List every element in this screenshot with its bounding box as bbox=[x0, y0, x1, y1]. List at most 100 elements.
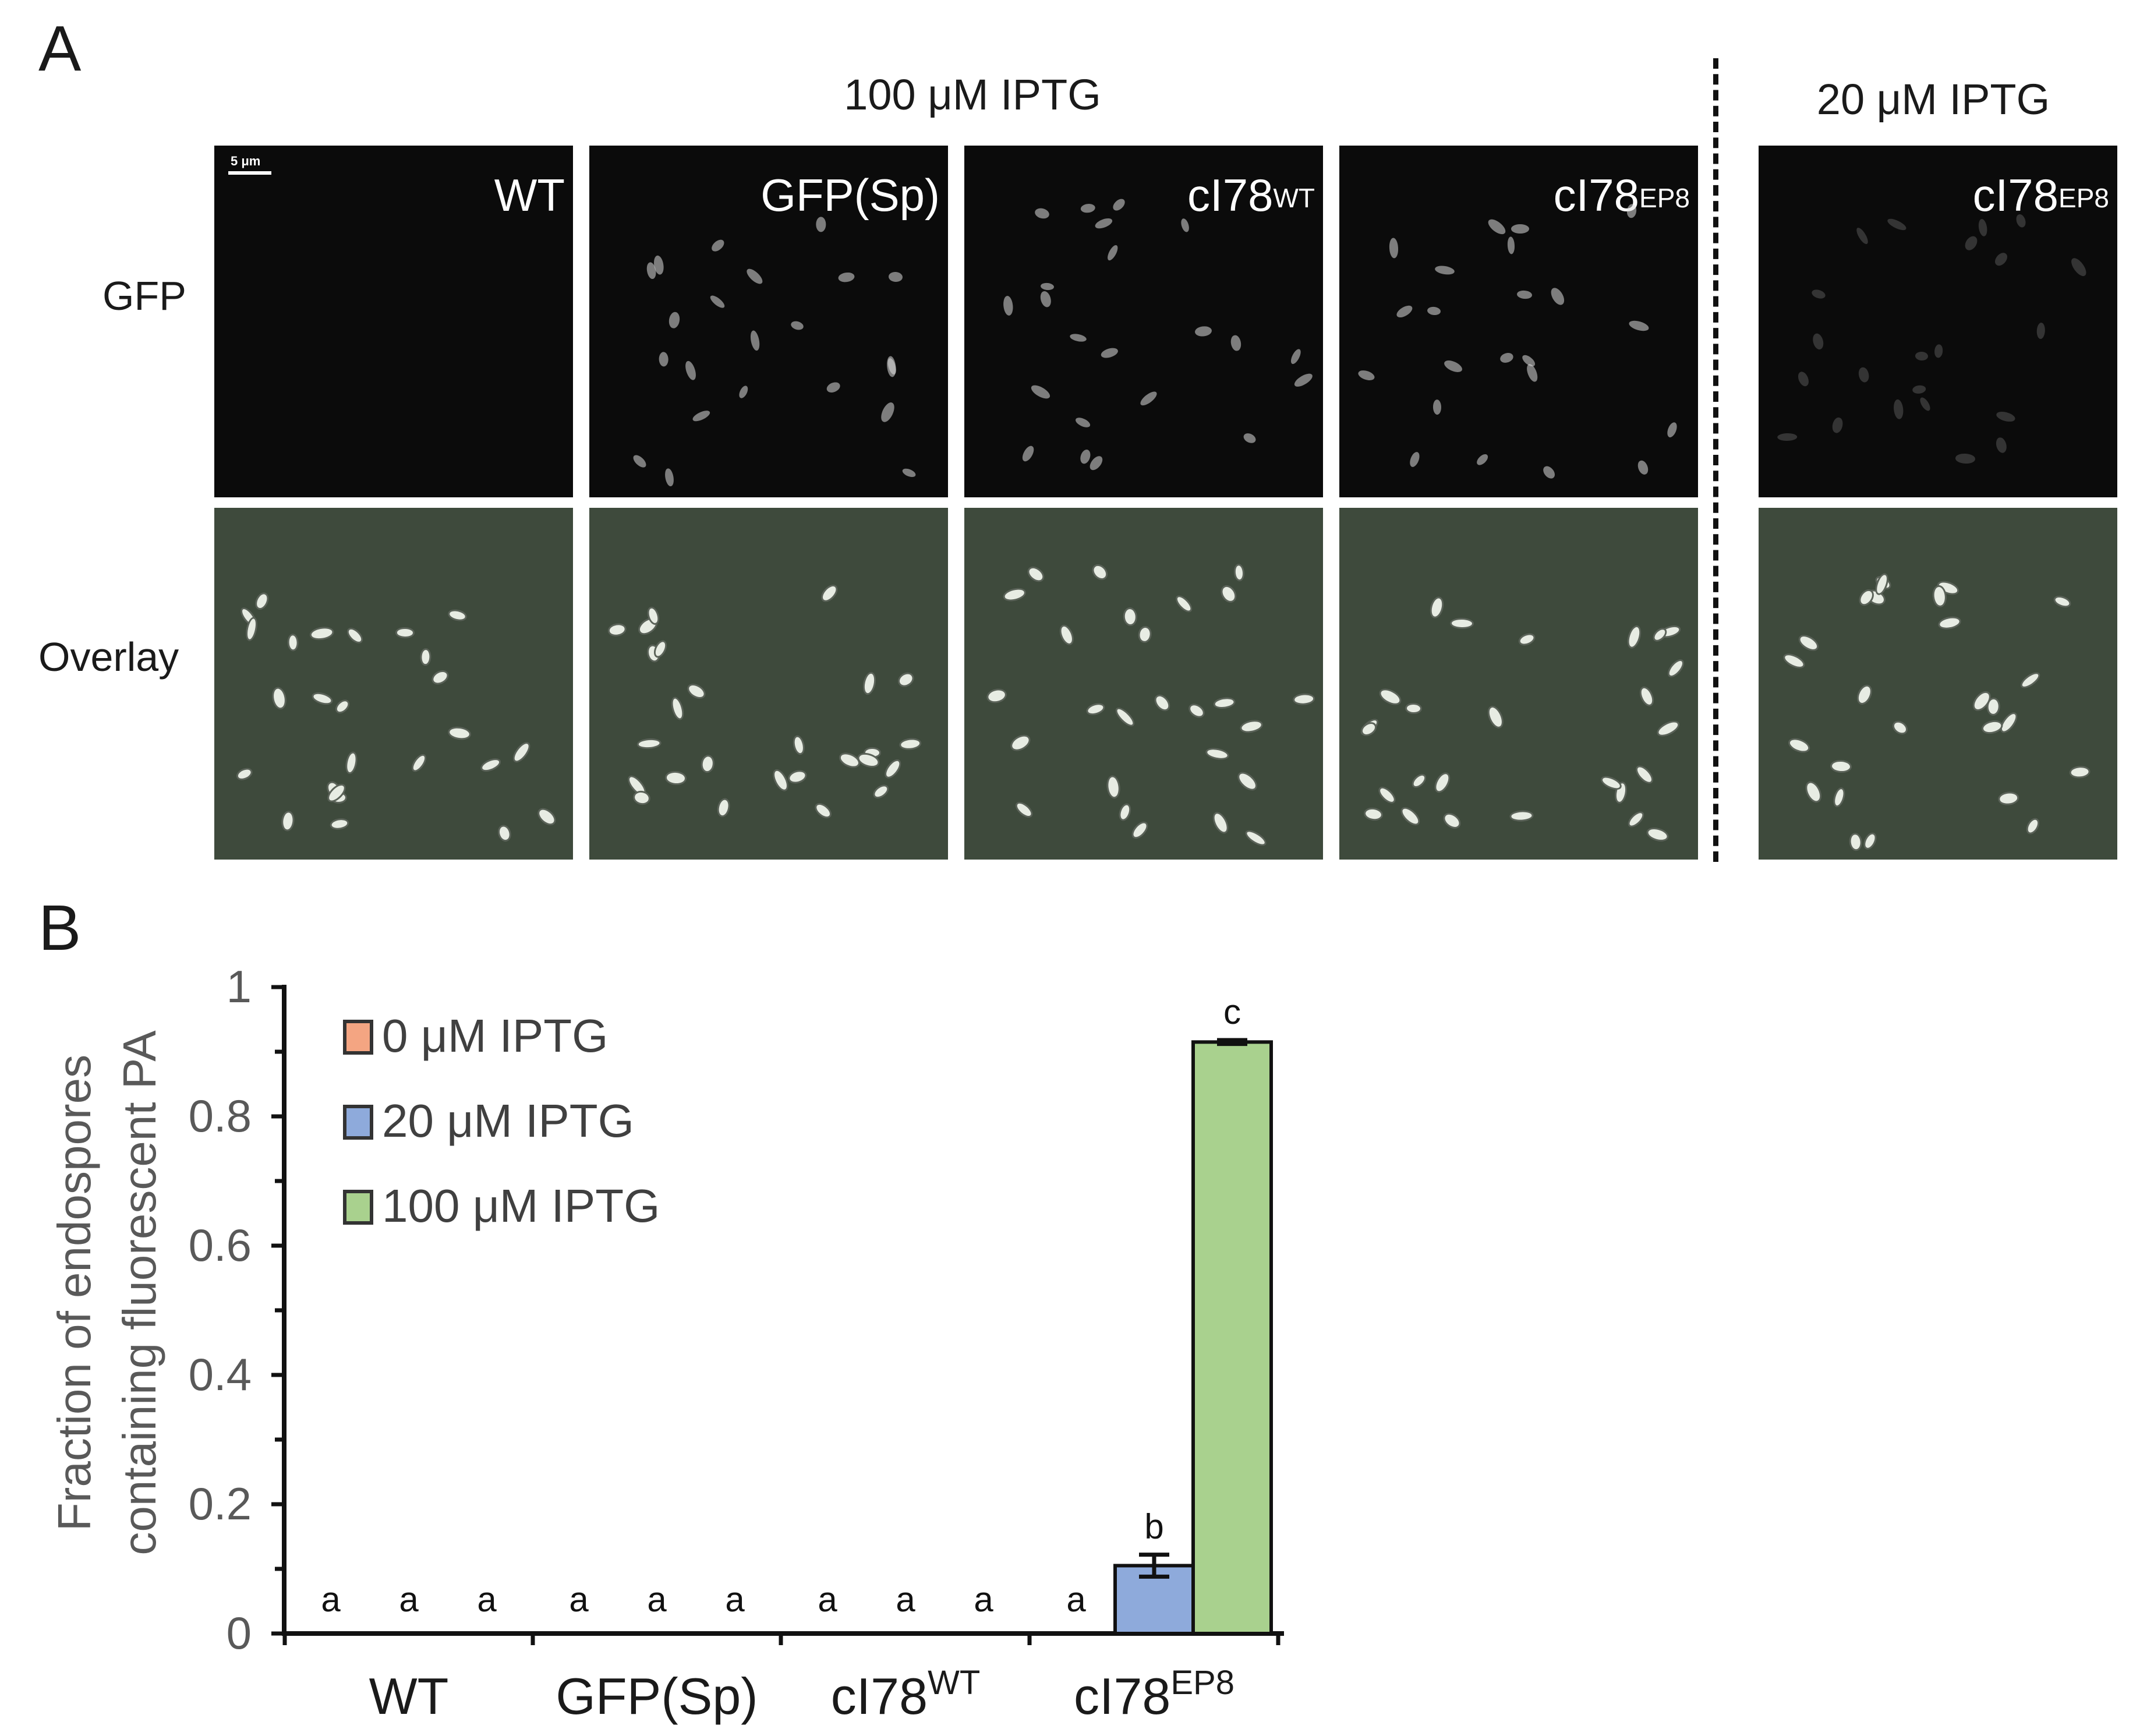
gfp-cell bbox=[1426, 306, 1441, 316]
legend-swatch bbox=[343, 1020, 373, 1055]
overlay-cell bbox=[1440, 809, 1464, 832]
overlay-cell bbox=[714, 797, 732, 819]
gfp-cell bbox=[737, 384, 749, 400]
micrograph-label: cI78EP8 bbox=[1553, 169, 1690, 221]
bar-chart: 0 0.2 0.4 0.6 0.8 1 a a a WT a a a GFP(Sp) a a a cI78WT a b… bbox=[48, 961, 1284, 1725]
legend-swatch bbox=[343, 1190, 373, 1225]
gfp-cell bbox=[2036, 322, 2046, 339]
overlay-cell bbox=[1632, 762, 1657, 787]
significance-letter: a bbox=[725, 1580, 745, 1619]
gfp-cell bbox=[1080, 203, 1096, 214]
gfp-cell bbox=[1540, 464, 1557, 481]
gfp-cell bbox=[1474, 452, 1490, 467]
gfp-cell bbox=[708, 293, 727, 310]
gfp-cell bbox=[2069, 255, 2089, 278]
gfp-cell bbox=[1485, 217, 1508, 238]
gfp-cell bbox=[1002, 295, 1014, 317]
significance-letter: a bbox=[896, 1580, 915, 1619]
overlay-cell bbox=[607, 622, 628, 638]
gfp-cell bbox=[1855, 225, 1870, 246]
x-category-label: GFP(Sp) bbox=[556, 1667, 758, 1725]
gfp-cell bbox=[1289, 348, 1303, 366]
gfp-cell bbox=[1395, 303, 1414, 320]
micrograph-gfp-gfpsp: GFP(Sp) bbox=[589, 146, 948, 497]
overlay-cell bbox=[1516, 631, 1537, 648]
overlay-cell bbox=[1172, 592, 1195, 616]
gfp-cell bbox=[1893, 399, 1904, 420]
overlay-cell bbox=[1085, 701, 1107, 718]
gfp-cell bbox=[684, 360, 698, 382]
overlay-cell bbox=[1409, 770, 1429, 791]
significance-letter: a bbox=[647, 1580, 667, 1619]
gfp-cell bbox=[1029, 383, 1052, 401]
overlay-cell bbox=[534, 804, 559, 829]
overlay-cell bbox=[395, 627, 415, 638]
significance-letter: c bbox=[1223, 992, 1241, 1031]
overlay-cell bbox=[1654, 717, 1682, 740]
gfp-cell bbox=[1020, 444, 1037, 464]
overlay-cell bbox=[1105, 774, 1122, 800]
bar bbox=[1191, 1040, 1273, 1636]
overlay-cell bbox=[1997, 791, 2020, 807]
overlay-cell bbox=[1781, 650, 1807, 671]
significance-letter: a bbox=[1066, 1580, 1086, 1619]
overlay-cell bbox=[1186, 701, 1208, 721]
overlay-cell bbox=[818, 581, 841, 605]
overlay-cell bbox=[1802, 778, 1825, 805]
gfp-cell bbox=[744, 266, 765, 286]
gfp-cell bbox=[1442, 358, 1465, 375]
overlay-cell bbox=[1625, 808, 1647, 830]
gfp-cell bbox=[1194, 325, 1212, 337]
overlay-cell bbox=[1890, 717, 1911, 737]
overlay-cell bbox=[1831, 786, 1848, 808]
overlay-cell bbox=[1151, 691, 1173, 715]
overlay-cell bbox=[2023, 816, 2042, 837]
gfp-cell bbox=[1099, 347, 1119, 360]
y-tick-label: 0.8 bbox=[189, 1090, 252, 1141]
legend-label: 100 μM IPTG bbox=[382, 1180, 660, 1232]
overlay-cell bbox=[2069, 765, 2091, 779]
gfp-cell bbox=[709, 237, 727, 254]
gfp-cell bbox=[1796, 370, 1811, 388]
significance-letter: a bbox=[569, 1580, 589, 1619]
significance-letter: b bbox=[1144, 1507, 1163, 1546]
gfp-cell bbox=[1962, 234, 1980, 253]
overlay-cell bbox=[1509, 809, 1534, 822]
gfp-cell bbox=[659, 352, 669, 367]
gfp-cell bbox=[1241, 431, 1258, 446]
row-label-gfp: GFP bbox=[102, 273, 186, 319]
gfp-cell bbox=[838, 271, 855, 283]
gfp-cell bbox=[691, 408, 712, 424]
scale-bar bbox=[228, 171, 271, 175]
overlay-cell bbox=[664, 770, 687, 786]
gfp-cell bbox=[1857, 366, 1870, 383]
gfp-cell bbox=[1229, 334, 1242, 352]
overlay-cell bbox=[1664, 656, 1687, 681]
micrograph-overlay-wt bbox=[214, 508, 573, 860]
overlay-cell bbox=[252, 590, 271, 613]
overlay-cell bbox=[1375, 783, 1399, 807]
significance-letter: a bbox=[477, 1580, 497, 1619]
gfp-cell bbox=[1831, 416, 1844, 434]
gfp-cell bbox=[1994, 436, 2008, 455]
overlay-cell bbox=[2018, 669, 2043, 692]
overlay-cell bbox=[1243, 827, 1269, 849]
overlay-cell bbox=[1128, 818, 1151, 842]
overlay-cell bbox=[280, 810, 296, 832]
micrograph-label: cI78EP8 bbox=[1972, 169, 2109, 221]
condition-label-100um: 100 μM IPTG bbox=[844, 70, 1101, 119]
gfp-cell bbox=[1388, 238, 1399, 259]
overlay-cell bbox=[478, 755, 503, 775]
y-tick-label: 0.4 bbox=[189, 1349, 252, 1400]
overlay-cell bbox=[1233, 769, 1261, 795]
gfp-cell bbox=[1292, 371, 1314, 390]
significance-letter: a bbox=[974, 1580, 993, 1619]
micrograph-overlay-ci78ep8-20um bbox=[1759, 508, 2117, 860]
gfp-cell bbox=[1886, 217, 1908, 232]
overlay-cell bbox=[1012, 799, 1036, 821]
x-category-label: cI78EP8 bbox=[1074, 1664, 1235, 1725]
micrograph-label: WT bbox=[494, 169, 565, 221]
gfp-cell bbox=[1636, 459, 1650, 476]
micrograph-gfp-ci78ep8: cI78EP8 bbox=[1339, 146, 1698, 497]
overlay-cell bbox=[1238, 717, 1264, 735]
